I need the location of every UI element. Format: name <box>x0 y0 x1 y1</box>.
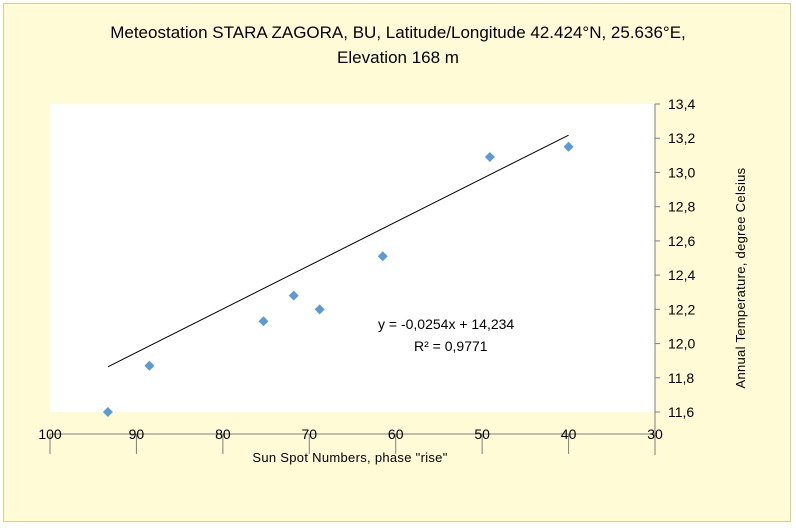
y-tick-label: 13,0 <box>668 164 695 180</box>
x-tick-label: 80 <box>215 426 231 442</box>
x-tick-label: 70 <box>301 426 317 442</box>
y-tick-label: 11,8 <box>668 370 694 386</box>
y-tick-label: 13,2 <box>668 130 695 146</box>
x-tick-label: 60 <box>388 426 404 442</box>
x-tick-label: 50 <box>474 426 490 442</box>
title-line-2: Elevation 168 m <box>337 48 459 67</box>
y-tick-label: 12,8 <box>668 199 695 215</box>
chart-title: Meteostation STARA ZAGORA, BU, Latitude/… <box>0 20 796 70</box>
data-point <box>563 141 574 152</box>
y-tick-label: 12,2 <box>668 301 695 317</box>
x-tick-label: 90 <box>129 426 145 442</box>
y-tick-label: 11,6 <box>668 404 694 420</box>
plot-area <box>50 104 655 412</box>
r-squared-label: R² = 0,9771 <box>414 338 488 354</box>
trendline-equation: y = -0,0254x + 14,234 <box>378 316 514 332</box>
y-axis-title: Annual Temperature, degree Celsius <box>733 167 748 388</box>
y-tick-label: 12,4 <box>668 267 695 283</box>
y-tick-label: 12,6 <box>668 233 695 249</box>
y-tick-label: 12,0 <box>668 336 695 352</box>
data-point <box>377 251 388 262</box>
y-tick-label: 13,4 <box>668 96 695 112</box>
data-point <box>144 360 155 371</box>
x-tick-label: 100 <box>38 426 62 442</box>
data-point <box>288 290 299 301</box>
axes: 100 90 80 70 60 50 40 30 13,4 13,2 13,0 12,8 12,6 12,… <box>38 96 695 455</box>
trendline-group <box>107 134 569 368</box>
data-points <box>102 141 574 417</box>
x-axis-title: Sun Spot Numbers, phase "rise" <box>252 450 447 465</box>
data-point <box>484 152 495 163</box>
x-tick-label: 40 <box>561 426 577 442</box>
trendline <box>107 134 569 368</box>
x-tick-label: 30 <box>647 426 663 442</box>
data-point <box>258 316 269 327</box>
title-line-1: Meteostation STARA ZAGORA, BU, Latitude/… <box>110 23 686 42</box>
data-point <box>314 304 325 315</box>
data-point <box>102 407 113 417</box>
